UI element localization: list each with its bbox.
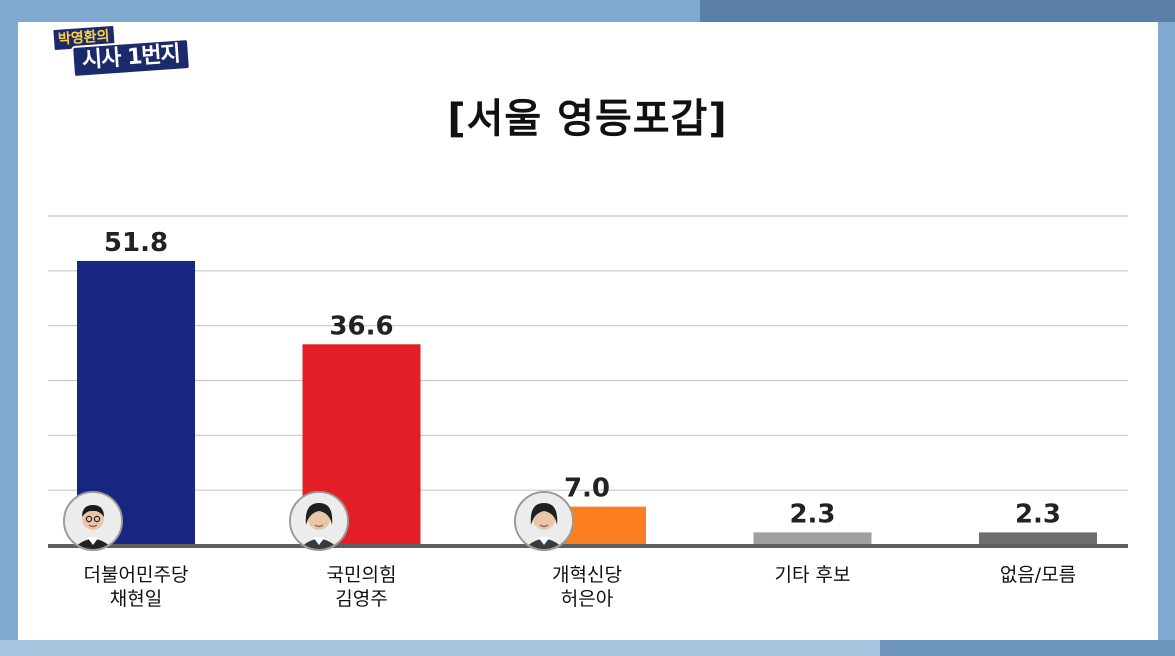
- man-portrait-icon: [63, 491, 123, 551]
- category-label: 더불어민주당 채현일: [46, 563, 226, 611]
- bar: [753, 532, 872, 545]
- data-label: 36.6: [329, 311, 393, 341]
- chart-title: [서울 영등포갑]: [447, 96, 728, 142]
- category-label-line: 더불어민주당: [83, 564, 189, 586]
- category-label-line: 없음/모름: [999, 564, 1077, 586]
- background-stripe-bottom-right: [880, 640, 1175, 656]
- data-label: 2.3: [789, 499, 835, 529]
- category-label-line: 기타 후보: [774, 564, 851, 586]
- category-label: 개혁신당 허은아: [497, 563, 677, 611]
- data-label: 7.0: [564, 474, 610, 504]
- category-label-line: 국민의힘: [326, 564, 397, 586]
- woman-portrait-icon: [288, 491, 349, 551]
- background-stripe-top: [700, 0, 1175, 22]
- category-label: 없음/모름: [948, 563, 1128, 587]
- category-label: 기타 후보: [723, 563, 903, 587]
- bar: [979, 532, 1097, 545]
- category-label-line: 허은아: [560, 588, 614, 610]
- data-label: 2.3: [1015, 499, 1061, 529]
- data-label: 51.8: [104, 228, 168, 258]
- woman-portrait-icon: [514, 491, 574, 551]
- category-label-line: 채현일: [109, 588, 163, 610]
- background-stripe-bottom-left: [0, 640, 880, 656]
- category-label-line: 김영주: [335, 588, 388, 610]
- category-label-line: 개혁신당: [552, 564, 622, 586]
- category-label: 국민의힘 김영주: [272, 563, 452, 611]
